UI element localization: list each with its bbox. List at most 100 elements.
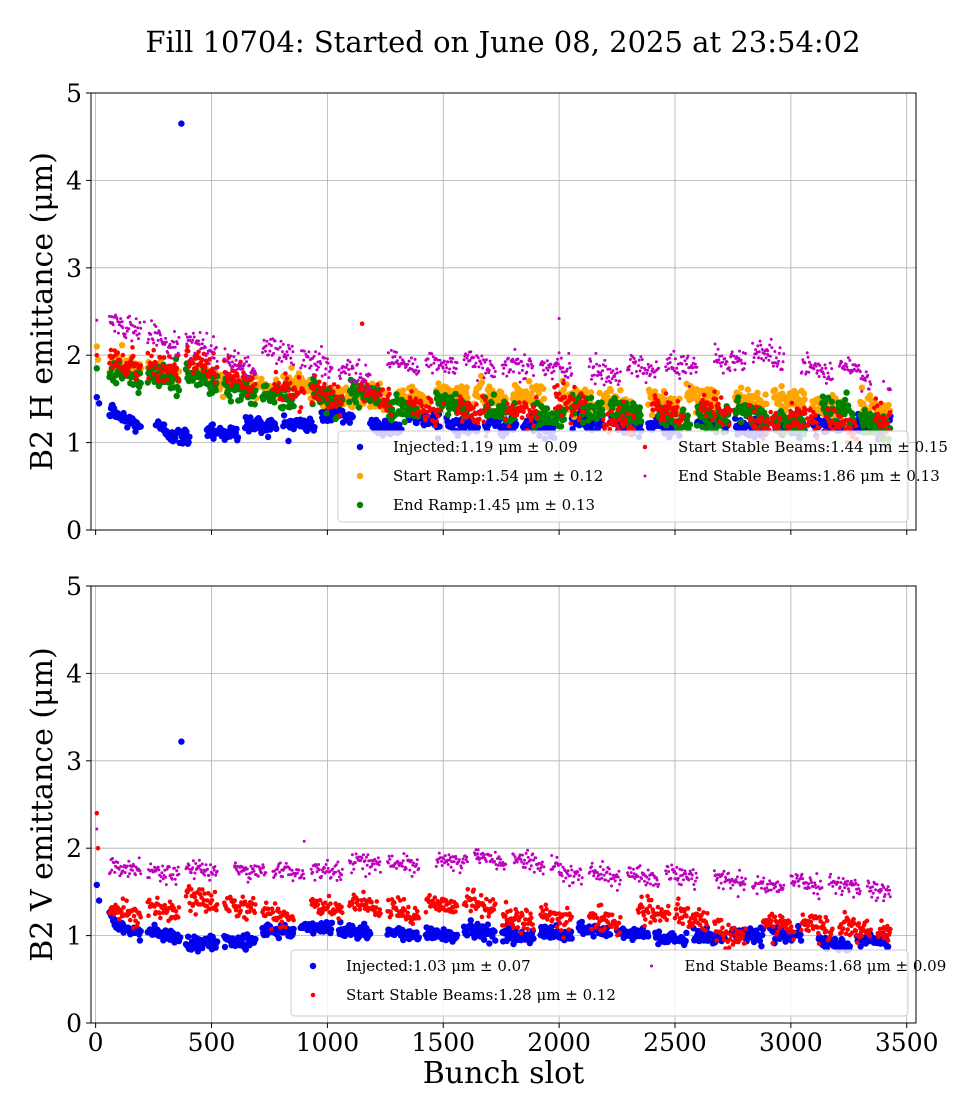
data-point: [380, 387, 386, 392]
figure-title: Fill 10704: Started on June 08, 2025 at …: [145, 25, 860, 59]
data-point-key: [127, 414, 134, 422]
data-point: [190, 370, 195, 376]
data-point: [276, 347, 280, 351]
data-point: [138, 321, 142, 324]
data-point: [138, 363, 143, 368]
data-point: [501, 372, 505, 376]
data-point: [725, 360, 729, 364]
data-point: [767, 358, 771, 362]
data-point: [759, 931, 766, 939]
data-point: [692, 356, 696, 360]
data-point: [415, 365, 419, 369]
y-tick-label: 0: [66, 516, 82, 545]
data-point: [503, 416, 509, 422]
data-point: [888, 388, 892, 392]
data-point: [272, 351, 276, 355]
data-point: [723, 357, 727, 361]
data-point: [544, 372, 548, 376]
data-point: [683, 929, 690, 936]
data-point: [782, 352, 786, 356]
data-point: [319, 362, 323, 366]
data-point: [226, 353, 230, 357]
data-point: [279, 339, 283, 343]
data-point: [113, 329, 117, 333]
data-point: [793, 390, 800, 397]
data-point: [671, 366, 675, 370]
data-point: [386, 386, 392, 392]
data-point: [637, 411, 644, 419]
data-point-key: [178, 738, 185, 745]
data-point: [575, 403, 581, 408]
data-point: [245, 374, 249, 378]
data-point: [549, 362, 553, 366]
data-point: [864, 379, 867, 382]
data-point: [135, 373, 140, 378]
data-point: [306, 355, 310, 359]
data-point: [367, 386, 371, 390]
data-point: [435, 414, 441, 419]
data-point: [337, 368, 341, 372]
y-tick-label: 4: [66, 166, 82, 195]
data-point: [347, 368, 351, 371]
data-point: [125, 329, 129, 333]
data-point: [185, 348, 191, 354]
data-point: [858, 384, 866, 391]
data-point: [521, 364, 525, 368]
data-point: [529, 359, 532, 363]
data-point: [825, 381, 828, 385]
data-point: [776, 424, 782, 429]
data-point: [645, 933, 652, 940]
data-point: [284, 376, 290, 381]
data-point: [189, 335, 192, 339]
data-point: [504, 363, 508, 367]
data-point: [151, 338, 155, 342]
data-point: [290, 925, 297, 933]
data-point: [506, 356, 510, 360]
data-point: [735, 394, 742, 401]
data-point: [542, 361, 546, 365]
data-point: [757, 356, 761, 360]
data-point: [843, 389, 850, 396]
data-point: [545, 359, 549, 363]
data-point: [777, 351, 781, 355]
data-point: [887, 410, 893, 415]
data-point: [113, 380, 120, 387]
data-point: [330, 366, 334, 370]
data-point: [667, 356, 671, 360]
data-point: [311, 373, 315, 377]
data-point: [232, 355, 236, 359]
data-point: [492, 366, 496, 370]
data-point: [338, 377, 342, 380]
data-point: [532, 374, 535, 377]
data-point: [568, 421, 574, 426]
data-point: [669, 353, 673, 357]
data-point: [264, 344, 268, 348]
data-point: [806, 355, 810, 359]
data-point: [712, 389, 717, 395]
data-point: [192, 335, 196, 339]
data-point: [281, 342, 285, 346]
data-point: [686, 421, 694, 428]
data-point: [393, 355, 397, 358]
data-point: [235, 373, 240, 379]
data-point: [451, 357, 455, 360]
data-point: [628, 364, 632, 368]
data-point: [263, 382, 270, 389]
data-point: [456, 405, 461, 410]
legend-marker: [356, 443, 364, 451]
data-point: [846, 356, 850, 360]
data-point: [568, 935, 575, 942]
data-point: [531, 405, 536, 410]
data-point: [307, 350, 311, 354]
data-point: [634, 360, 638, 364]
data-point: [484, 371, 488, 375]
data-point: [327, 376, 331, 380]
data-point: [281, 350, 284, 354]
data-point: [280, 360, 284, 363]
data-point: [883, 415, 888, 420]
data-point: [542, 368, 545, 372]
data-point: [637, 364, 641, 368]
data-point: [519, 415, 525, 421]
data-point: [276, 381, 282, 386]
data-point: [356, 362, 359, 366]
